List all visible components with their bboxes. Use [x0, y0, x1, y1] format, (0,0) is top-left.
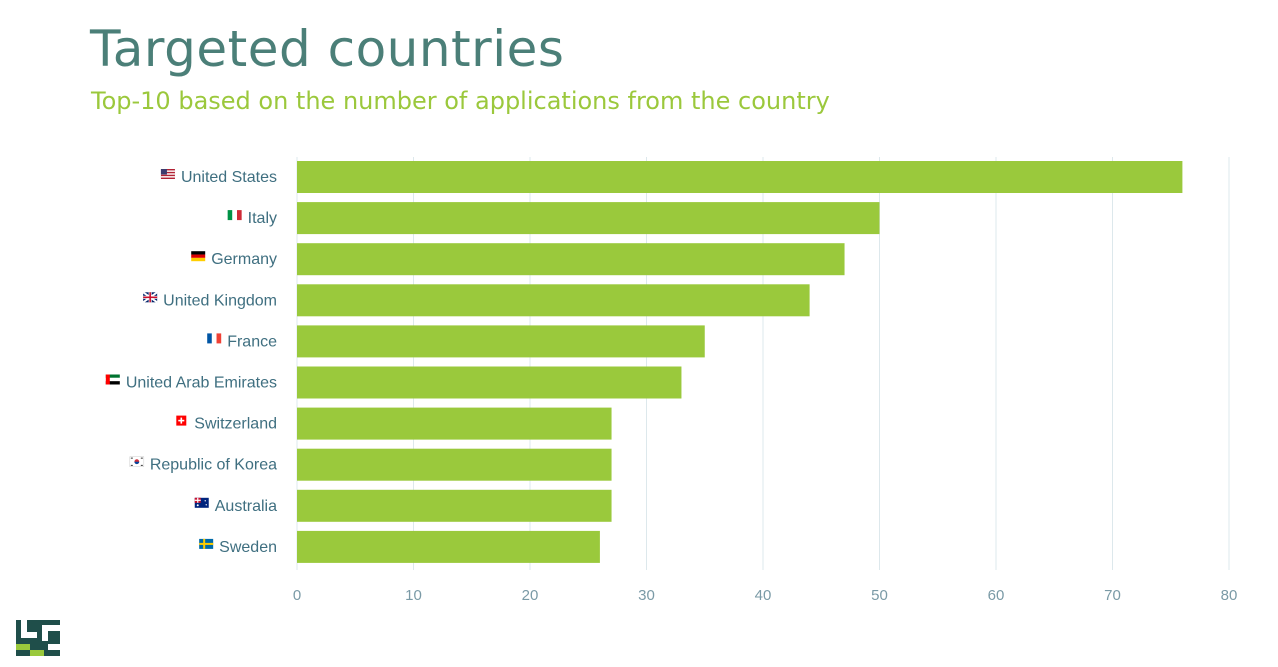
x-tick-label: 70: [1104, 587, 1121, 604]
x-tick-label: 40: [755, 587, 772, 604]
bar: [297, 202, 880, 235]
bar: [297, 161, 1183, 193]
flag-ch-icon: [176, 415, 187, 426]
x-tick-label: 30: [638, 587, 655, 604]
x-tick-label: 50: [871, 587, 888, 604]
category-label: Germany: [211, 251, 277, 268]
company-logo-icon: [16, 620, 60, 656]
category-label: Switzerland: [194, 416, 277, 433]
x-tick-label: 20: [522, 587, 539, 604]
flag-se-icon: [199, 538, 214, 549]
bar: [297, 284, 810, 317]
bar: [297, 530, 600, 563]
flag-fr-icon: [207, 333, 222, 344]
category-label: Republic of Korea: [150, 457, 277, 474]
category-label: United Kingdom: [163, 292, 277, 309]
bar: [297, 448, 612, 481]
category-label: Sweden: [219, 539, 277, 556]
category-label: Australia: [215, 498, 277, 515]
flag-de-icon: [191, 251, 206, 262]
flag-kr-icon: [129, 456, 145, 467]
bar: [297, 489, 612, 522]
flag-it-icon: [227, 210, 242, 221]
flag-ae-icon: [105, 374, 120, 385]
flag-au-icon: [194, 497, 209, 508]
bar: [297, 366, 682, 399]
category-label: United States: [181, 169, 277, 186]
bar: [297, 325, 705, 358]
x-tick-label: 10: [405, 587, 422, 604]
category-label: Italy: [248, 210, 277, 227]
x-tick-label: 0: [293, 587, 301, 604]
page-subtitle: Top-10 based on the number of applicatio…: [91, 87, 830, 115]
category-label: France: [227, 333, 277, 350]
x-tick-label: 80: [1221, 587, 1238, 604]
category-label: United Arab Emirates: [126, 375, 277, 392]
flag-gb-icon: [142, 291, 158, 304]
flag-us-icon: [160, 169, 175, 179]
bar: [297, 407, 612, 440]
bar: [297, 243, 845, 276]
x-tick-label: 60: [988, 587, 1005, 604]
page-title: Targeted countries: [90, 20, 565, 78]
